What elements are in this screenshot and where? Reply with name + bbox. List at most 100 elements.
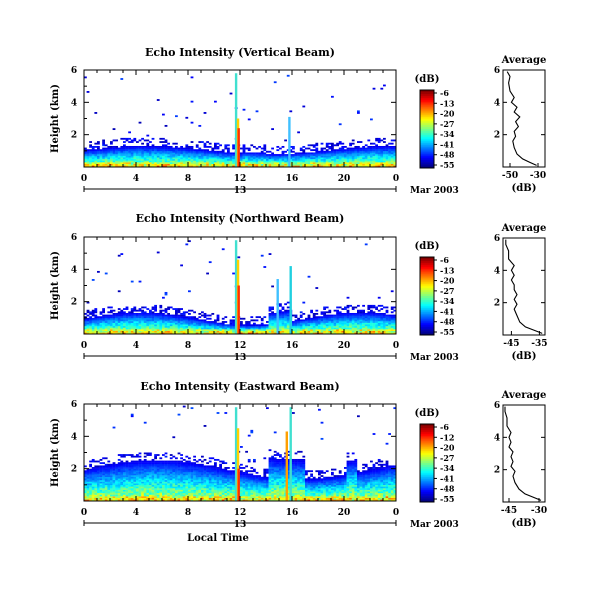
heatmap-cell [232, 494, 235, 497]
heatmap-cell [208, 481, 212, 484]
heatmap-cell [128, 473, 131, 476]
heatmap-cell [102, 332, 105, 335]
heatmap-cell [216, 158, 220, 161]
heatmap-cell [84, 496, 87, 498]
heatmap-cell [115, 473, 118, 476]
heatmap-cell [169, 158, 173, 161]
heatmap-cell [331, 158, 334, 161]
heatmap-cell [185, 481, 189, 484]
heatmap-cell [86, 478, 90, 481]
heatmap-cell [232, 471, 235, 474]
heatmap-cell [198, 497, 202, 500]
heatmap-cell [206, 465, 209, 468]
heatmap-cell [268, 160, 272, 163]
heatmap-cell [310, 330, 313, 333]
heatmap-cell [133, 314, 137, 317]
heatmap-cell [188, 154, 191, 156]
heatmap-cell [169, 489, 173, 492]
heatmap-cell [154, 149, 157, 152]
heatmap-cell [91, 492, 95, 495]
heatmap-cell [331, 95, 334, 98]
heatmap-cell [325, 152, 329, 155]
heatmap-cell [162, 494, 165, 497]
heatmap-cell [229, 154, 233, 156]
heatmap-cell [383, 319, 386, 322]
heatmap-cell [180, 322, 183, 325]
heatmap-cell [206, 165, 209, 168]
heatmap-cell [338, 316, 342, 319]
heatmap-cell [107, 316, 111, 319]
heatmap-cell [162, 141, 165, 143]
heatmap-cell [390, 154, 394, 156]
heatmap-cell [146, 157, 150, 160]
heatmap-cell [284, 150, 287, 153]
heatmap-cell [307, 316, 311, 319]
heatmap-cell [208, 155, 212, 158]
heatmap-cell [216, 327, 220, 330]
heatmap-cell [203, 465, 207, 468]
heatmap-cell [250, 163, 254, 166]
heatmap-cell [185, 149, 189, 152]
heatmap-cell [201, 491, 204, 494]
heatmap-cell [141, 473, 144, 476]
heatmap-cell [99, 468, 103, 471]
heatmap-cell [141, 152, 144, 155]
heatmap-cell [333, 324, 337, 327]
heatmap-cell [250, 325, 254, 328]
heatmap-cell [383, 162, 386, 164]
heatmap-cell [393, 157, 397, 160]
heatmap-cell [370, 147, 373, 150]
heatmap-cell [299, 162, 303, 164]
heatmap-cell [305, 317, 308, 320]
heatmap-cell [97, 163, 100, 166]
heatmap-cell [188, 319, 191, 322]
heatmap-cell [229, 475, 233, 477]
heatmap-cell [91, 149, 95, 152]
heatmap-cell [286, 160, 290, 163]
heatmap-cell [323, 147, 326, 150]
heatmap-cell [177, 452, 181, 455]
heatmap-cell [188, 491, 191, 494]
heatmap-cell [172, 463, 176, 466]
heatmap-cell [180, 457, 183, 460]
heatmap-cell [94, 494, 98, 497]
heatmap-cell [175, 489, 178, 492]
echo-spike [288, 116, 291, 167]
heatmap-cell [133, 465, 137, 468]
heatmap-cell [162, 325, 165, 328]
heatmap-cell [164, 160, 168, 163]
heatmap-cell [227, 479, 230, 482]
heatmap-cell [232, 327, 235, 330]
heatmap-cell [372, 306, 376, 309]
heatmap-cell [133, 486, 137, 489]
heatmap-cell [141, 483, 144, 486]
heatmap-cell [138, 489, 142, 492]
heatmap-cell [208, 473, 212, 476]
heatmap-cell [138, 458, 142, 461]
heatmap-cell [247, 160, 251, 163]
heatmap-cell [292, 157, 295, 160]
heatmap-cell [328, 152, 332, 155]
heatmap-cell [123, 497, 126, 500]
heatmap-cell [367, 327, 371, 330]
heatmap-cell [112, 483, 116, 486]
heatmap-cell [146, 476, 150, 479]
heatmap-cell [193, 496, 196, 498]
heatmap-cell [149, 324, 152, 327]
heatmap-cell [284, 312, 287, 315]
heatmap-cell [97, 325, 100, 328]
heatmap-cell [206, 327, 209, 330]
heatmap-cell [276, 154, 280, 156]
heatmap-cell [172, 484, 176, 487]
heatmap-cell [279, 329, 282, 331]
heatmap-cell [268, 329, 272, 331]
heatmap-cell [149, 152, 152, 155]
heatmap-cell [136, 479, 139, 482]
heatmap-cell [305, 321, 308, 323]
heatmap-cell [128, 321, 131, 323]
heatmap-cell [94, 476, 98, 479]
heatmap-cell [206, 492, 209, 495]
heatmap-cell [219, 329, 222, 331]
heatmap-cell [315, 163, 319, 166]
heatmap-cell [185, 468, 189, 471]
